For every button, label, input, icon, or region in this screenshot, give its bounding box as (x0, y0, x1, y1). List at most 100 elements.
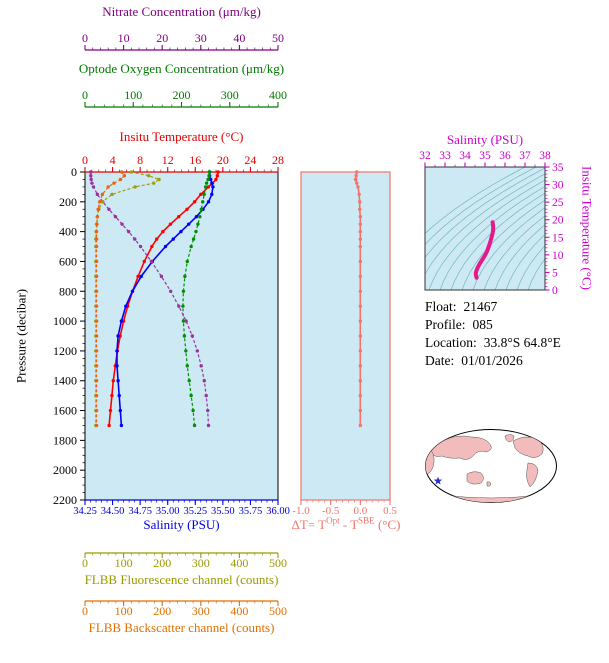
ts-curve (473, 220, 496, 280)
svg-text:300: 300 (192, 604, 210, 618)
svg-text:20: 20 (156, 31, 168, 45)
oxygen-axis-title: Optode Oxygen Concentration (μm/kg) (78, 61, 285, 76)
delta-t-axis: -1.0 -0.5 0.0 0.5 (292, 500, 397, 517)
svg-text:40: 40 (233, 31, 245, 45)
svg-text:0: 0 (71, 165, 77, 179)
svg-text:300: 300 (192, 556, 210, 570)
continents (425, 434, 544, 503)
profile-label: Profile: (425, 317, 466, 332)
svg-text:10: 10 (118, 31, 130, 45)
svg-text:0.5: 0.5 (383, 505, 397, 517)
svg-text:25: 25 (552, 197, 564, 209)
svg-text:24: 24 (244, 153, 256, 167)
svg-text:800: 800 (59, 284, 77, 298)
date-row: Date: 01/01/2026 (425, 352, 561, 370)
svg-text:1200: 1200 (53, 344, 77, 358)
profile-row: Profile: 085 (425, 316, 561, 334)
svg-text:400: 400 (230, 556, 248, 570)
backscatter-profile-line (94, 170, 127, 428)
oxygen-profile-line (181, 170, 212, 428)
svg-text:35.75: 35.75 (239, 506, 263, 517)
delta-t-label-sup-opt: Opt (326, 515, 340, 526)
svg-text:400: 400 (59, 225, 77, 239)
svg-text:-0.5: -0.5 (322, 505, 340, 517)
ts-plot-area (425, 167, 545, 290)
date-value: 01/01/2026 (461, 353, 523, 368)
svg-text:500: 500 (269, 604, 287, 618)
svg-text:30: 30 (195, 31, 207, 45)
svg-text:1800: 1800 (53, 433, 77, 447)
svg-text:0: 0 (552, 285, 558, 297)
svg-text:37: 37 (519, 150, 531, 162)
location-row: Location: 33.8°S 64.8°E (425, 334, 561, 352)
ts-temperature-axis-title: Insitu Temperature (°C) (579, 166, 595, 290)
svg-text:35.50: 35.50 (211, 506, 235, 517)
svg-text:100: 100 (124, 88, 142, 102)
svg-text:8: 8 (137, 153, 143, 167)
svg-text:200: 200 (59, 195, 77, 209)
svg-text:200: 200 (153, 604, 171, 618)
svg-text:16: 16 (189, 153, 201, 167)
oxygen-axis: 0 100 200 300 400 (82, 88, 287, 108)
svg-text:10: 10 (552, 250, 564, 262)
float-id-label: Float: (425, 299, 457, 314)
svg-text:34.25: 34.25 (73, 506, 97, 517)
svg-text:35.25: 35.25 (183, 506, 207, 517)
profile-value: 085 (472, 317, 493, 332)
svg-text:600: 600 (59, 254, 77, 268)
svg-text:-1.0: -1.0 (292, 505, 310, 517)
float-id-value: 21467 (463, 299, 498, 314)
delta-t-axis-title: ΔT= TOpt - TSBE (°C) (266, 515, 426, 533)
svg-text:2000: 2000 (53, 463, 77, 477)
svg-text:0.0: 0.0 (353, 505, 367, 517)
fluorescence-axis: 0 100 200 300 400 500 (82, 552, 287, 570)
svg-text:34: 34 (459, 150, 471, 162)
delta-t-label-mid: - T (339, 517, 359, 532)
salinity-axis: 34.25 34.50 34.75 35.00 35.25 35.50 35.75 36.00 (73, 499, 290, 517)
svg-text:50: 50 (272, 31, 284, 45)
svg-text:0: 0 (82, 604, 88, 618)
svg-text:33: 33 (439, 150, 451, 162)
delta-t-label-post: (°C) (374, 517, 401, 532)
backscatter-axis: 0 100 200 300 400 500 (82, 600, 287, 618)
svg-text:36.00: 36.00 (266, 506, 290, 517)
svg-text:35: 35 (479, 150, 491, 162)
svg-text:1600: 1600 (53, 404, 77, 418)
density-contours (425, 167, 545, 290)
svg-text:400: 400 (269, 88, 287, 102)
location-label: Location: (425, 335, 477, 350)
svg-text:12: 12 (162, 153, 174, 167)
svg-text:34.75: 34.75 (128, 506, 152, 517)
float-id-row: Float: 21467 (425, 298, 561, 316)
pressure-axis-title: Pressure (decibar) (13, 288, 29, 384)
salinity-axis-title: Salinity (PSU) (143, 517, 220, 532)
temperature-axis: 0 4 8 12 16 20 24 28 (82, 153, 284, 173)
svg-text:2200: 2200 (53, 493, 77, 507)
ts-axes: 32 33 34 35 36 37 38 0 5 10 15 20 25 30 35 (419, 150, 564, 297)
svg-text:20: 20 (552, 215, 564, 227)
svg-text:0: 0 (82, 88, 88, 102)
svg-text:400: 400 (230, 604, 248, 618)
nitrate-axis: 0 10 20 30 40 50 (82, 31, 284, 51)
svg-text:1000: 1000 (53, 314, 77, 328)
salinity-profile-line (115, 170, 215, 428)
svg-text:35: 35 (552, 162, 564, 174)
delta-t-plot-area (300, 171, 391, 501)
ts-salinity-axis-title: Salinity (PSU) (446, 132, 524, 147)
delta-t-label-pre: ΔT= T (291, 517, 327, 532)
svg-text:30: 30 (552, 180, 564, 192)
svg-text:1400: 1400 (53, 374, 77, 388)
svg-text:34.50: 34.50 (101, 506, 125, 517)
svg-text:0: 0 (82, 31, 88, 45)
date-label: Date: (425, 353, 455, 368)
svg-text:200: 200 (173, 88, 191, 102)
world-map (425, 429, 557, 503)
svg-text:35.00: 35.00 (156, 506, 180, 517)
backscatter-axis-title: FLBB Backscatter channel (counts) (88, 620, 275, 635)
svg-text:4: 4 (110, 153, 116, 167)
nitrate-axis-title: Nitrate Concentration (μm/kg) (102, 4, 261, 19)
svg-text:0: 0 (82, 153, 88, 167)
temperature-axis-title: Insitu Temperature (°C) (119, 129, 244, 144)
